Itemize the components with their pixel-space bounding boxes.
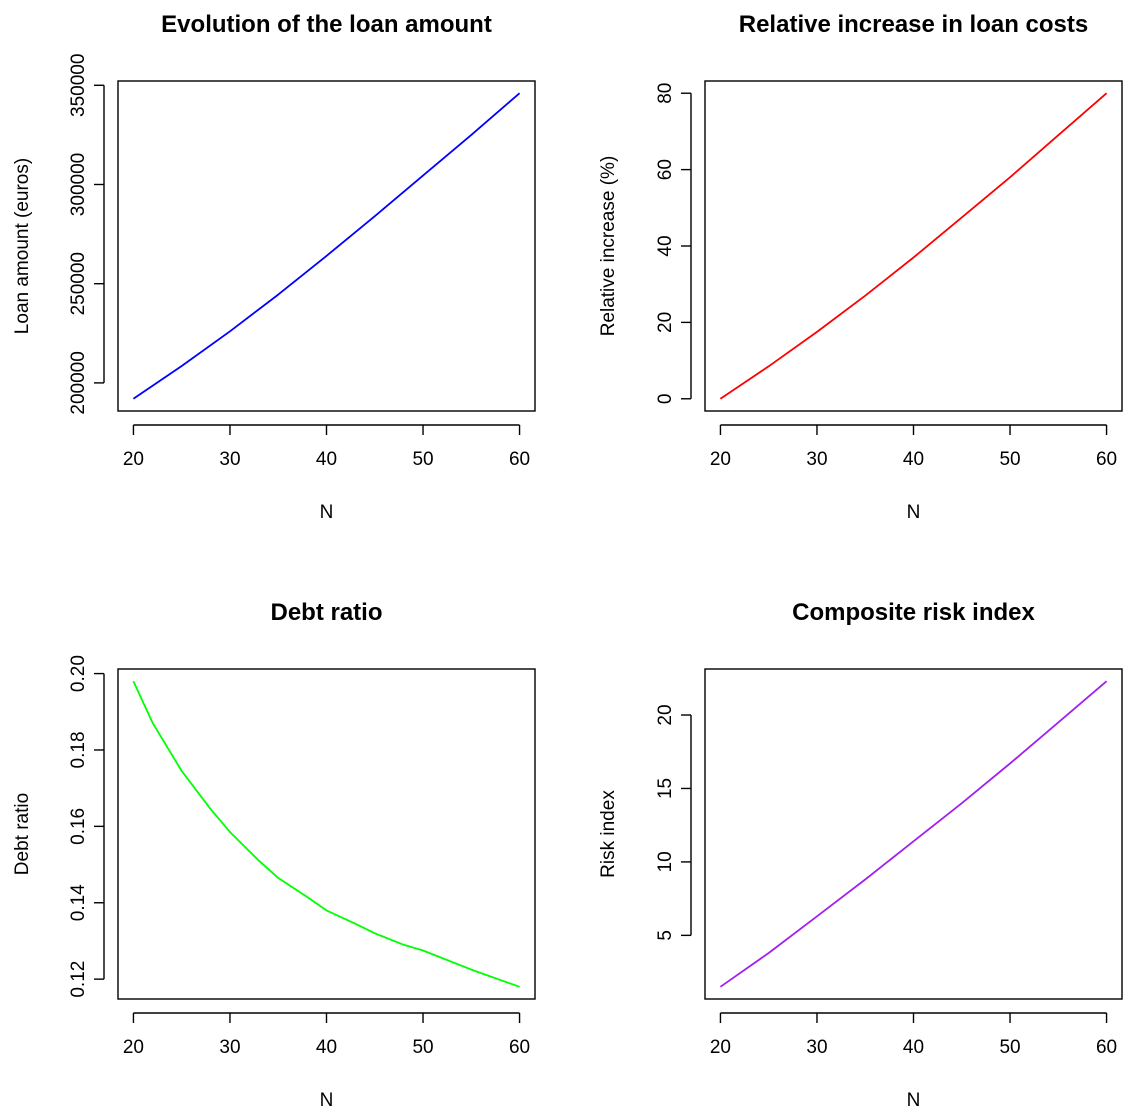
x-axis-label: N [320,502,334,523]
y-tick-label: 250000 [68,252,89,315]
x-tick-label: 50 [412,1037,433,1058]
x-tick-label: 40 [903,449,924,470]
y-tick-label: 60 [655,159,676,180]
y-tick-label: 0.14 [68,884,89,921]
y-axis: 0.12 0.14 0.16 0.18 0.20 [68,655,105,998]
y-tick-label: 20 [655,312,676,333]
x-tick-label: 50 [999,1037,1020,1058]
x-tick-label: 50 [412,449,433,470]
y-tick-label: 40 [655,235,676,256]
x-tick-label: 50 [999,449,1020,470]
y-axis: 0 20 40 60 80 [655,83,692,404]
chart-title: Evolution of the loan amount [161,11,492,38]
x-tick-label: 30 [806,1037,827,1058]
x-tick-label: 30 [219,1037,240,1058]
x-tick-label: 20 [710,449,731,470]
x-tick-label: 60 [509,449,530,470]
chart-panel-1: Evolution of the loan amount 20 30 40 50 60 N 2… [12,11,536,523]
y-axis-label: Relative increase (%) [598,156,619,337]
y-tick-label: 0.12 [68,961,89,998]
y-tick-label: 300000 [68,153,89,216]
x-axis: 20 30 40 50 60 [123,424,530,470]
x-tick-label: 60 [509,1037,530,1058]
y-axis-label: Debt ratio [12,793,33,875]
y-axis: 200000 250000 300000 350000 [68,54,105,415]
y-tick-label: 350000 [68,54,89,117]
x-tick-label: 60 [1096,1037,1117,1058]
x-tick-label: 20 [123,1037,144,1058]
y-tick-label: 5 [655,930,676,941]
chart-panel-2: Relative increase in loan costs 20 30 40 50 6… [598,11,1123,523]
x-tick-label: 20 [123,449,144,470]
x-tick-label: 30 [806,449,827,470]
y-tick-label: 10 [655,851,676,872]
x-tick-label: 40 [903,1037,924,1058]
y-axis: 5 10 15 20 [655,704,692,941]
plot-frame [704,668,1123,1000]
plot-frame [117,668,536,1000]
x-axis-label: N [320,1090,334,1109]
x-axis-label: N [907,502,921,523]
series-line [132,680,520,988]
chart-title: Relative increase in loan costs [739,11,1089,38]
y-axis-label: Loan amount (euros) [12,158,33,334]
y-tick-label: 0 [655,393,676,404]
series-line [719,92,1108,400]
series-line [132,92,521,400]
y-tick-label: 0.20 [68,655,89,692]
plot-frame [704,80,1123,412]
x-axis-label: N [907,1090,921,1109]
plot-frame [117,80,536,412]
y-tick-label: 20 [655,704,676,725]
chart-title: Debt ratio [270,599,382,626]
y-tick-label: 0.16 [68,808,89,845]
y-tick-label: 0.18 [68,731,89,768]
x-tick-label: 40 [316,449,337,470]
series-line [719,680,1108,988]
x-axis: 20 30 40 50 60 [710,424,1117,470]
x-tick-label: 40 [316,1037,337,1058]
y-axis-label: Risk index [598,790,619,878]
x-tick-label: 60 [1096,449,1117,470]
x-tick-label: 20 [710,1037,731,1058]
y-tick-label: 80 [655,83,676,104]
chart-panel-3: Debt ratio 20 30 40 50 60 N 0.12 0.14 0.16 0.18 0.2… [12,599,536,1109]
x-axis: 20 30 40 50 60 [123,1012,530,1058]
y-tick-label: 15 [655,778,676,799]
chart-title: Composite risk index [792,599,1035,626]
chart-panel-4: Composite risk index 20 30 40 50 60 N 5 10 15 20 Ri… [598,599,1123,1109]
y-tick-label: 200000 [68,351,89,414]
x-axis: 20 30 40 50 60 [710,1012,1117,1058]
x-tick-label: 30 [219,449,240,470]
